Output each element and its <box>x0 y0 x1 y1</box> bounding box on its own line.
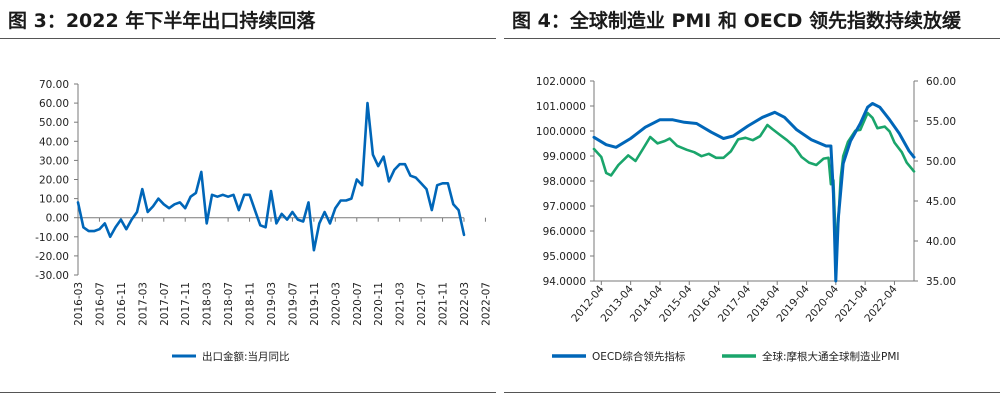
x-tick-label: 2017-03 <box>137 282 149 326</box>
x-tick-label: 2017-07 <box>159 282 171 326</box>
y-tick-label: 40.00 <box>39 136 69 148</box>
left-y-tick-label: 94.0000 <box>543 276 586 288</box>
left-y-tick-label: 98.0000 <box>543 176 586 188</box>
x-tick-label: 2018-03 <box>202 282 214 326</box>
left-y-tick-label: 99.0000 <box>543 151 586 163</box>
right-y-tick-label: 40.00 <box>926 236 956 248</box>
y-tick-label: -10.00 <box>35 232 69 244</box>
x-tick-label: 2022-03 <box>459 282 471 326</box>
x-tick-label: 2020-03 <box>330 282 342 326</box>
x-tick-label: 2020-11 <box>373 282 385 326</box>
pmi-oecd-chart-title: 图 4：全球制造业 PMI 和 OECD 领先指数持续放缓 <box>512 10 962 32</box>
y-tick-label: 70.00 <box>39 79 69 91</box>
x-tick-label: 2016-07 <box>94 282 106 326</box>
bottom-rule-right <box>504 392 1000 393</box>
x-tick-label: 2021-03 <box>395 282 407 326</box>
pmi-oecd-chart: 102.0000 101.0000 100.0000 99.0000 98.0000 97… <box>536 76 956 363</box>
right-y-tick-label: 45.00 <box>926 196 956 208</box>
y-tick-label: 0.00 <box>46 213 69 225</box>
x-tick-label: 2019-07 <box>287 282 299 326</box>
x-tick-label: 2022-07 <box>480 282 492 326</box>
y-tick-label: 10.00 <box>39 194 69 206</box>
x-tick-label: 2019-03 <box>266 282 278 326</box>
right-y-tick-label: 50.00 <box>926 156 956 168</box>
oecd-series-line <box>592 102 916 283</box>
export-yoy-series-line <box>76 101 466 252</box>
left-y-tick-label: 96.0000 <box>543 226 586 238</box>
left-y-tick-label: 100.0000 <box>536 126 586 138</box>
pmi-oecd-chart-panel: 图 4：全球制造业 PMI 和 OECD 领先指数持续放缓 102.0000 10… <box>504 0 1000 403</box>
y-tick-label: 20.00 <box>39 175 69 187</box>
y-tick-label: 60.00 <box>39 98 69 110</box>
right-y-tick-label: 35.00 <box>926 276 956 288</box>
y-tick-label: -30.00 <box>35 270 69 282</box>
x-tick-label: 2016-03 <box>73 282 85 326</box>
left-y-tick-label: 95.0000 <box>543 251 586 263</box>
top-rule-right <box>504 38 1000 39</box>
y-tick-label: 50.00 <box>39 117 69 129</box>
legend-label-oecd: OECD综合领先指标 <box>592 350 686 363</box>
legend-label-pmi: 全球:摩根大通全球制造业PMI <box>762 350 900 363</box>
left-y-tick-label: 97.0000 <box>543 201 586 213</box>
left-y-tick-label: 102.0000 <box>536 76 586 88</box>
pmi-series-line <box>592 111 916 246</box>
x-tick-label: 2021-07 <box>416 282 428 326</box>
export-chart-panel: 图 3：2022 年下半年出口持续回落 70.00 60.00 50.00 40.00… <box>0 0 496 403</box>
left-y-tick-label: 101.0000 <box>536 101 586 113</box>
right-y-tick-label: 60.00 <box>926 76 956 88</box>
export-chart-title: 图 3：2022 年下半年出口持续回落 <box>8 10 316 32</box>
x-tick-label: 2017-11 <box>180 282 192 326</box>
x-tick-label: 2020-07 <box>352 282 364 326</box>
x-tick-label: 2021-11 <box>438 282 450 326</box>
export-chart: 70.00 60.00 50.00 40.00 30.00 20.00 10.00 0.00 -… <box>35 79 492 363</box>
bottom-rule-left <box>0 392 496 393</box>
y-tick-label: -20.00 <box>35 251 69 263</box>
legend-label-export: 出口金额:当月同比 <box>202 350 290 363</box>
x-tick-label: 2016-11 <box>116 282 128 326</box>
right-y-tick-label: 55.00 <box>926 116 956 128</box>
y-tick-label: 30.00 <box>39 155 69 167</box>
x-tick-label: 2018-07 <box>223 282 235 326</box>
x-tick-label: 2019-11 <box>309 282 321 326</box>
x-tick-label: 2018-11 <box>245 282 257 326</box>
top-rule-left <box>0 38 496 39</box>
